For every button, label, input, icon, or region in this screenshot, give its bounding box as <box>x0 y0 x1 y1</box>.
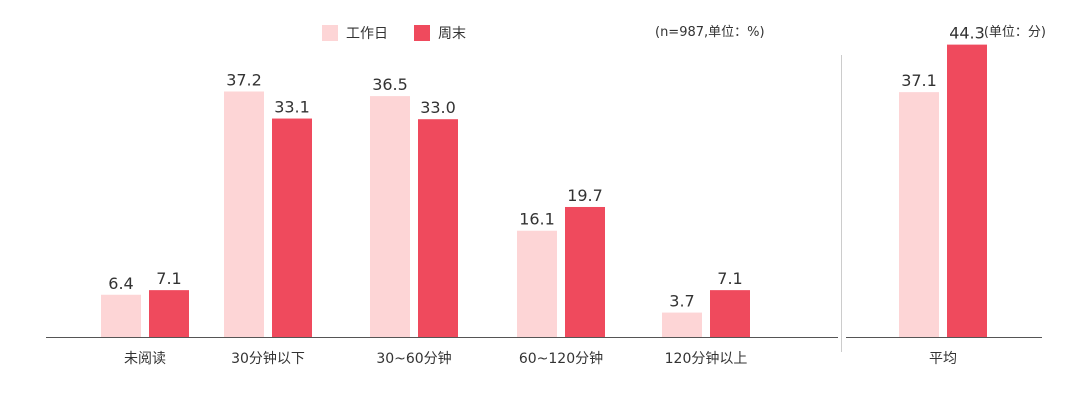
legend-label-weekend: 周末 <box>438 26 466 42</box>
reading-time-bar-workday-3 <box>517 230 557 337</box>
legend-item-workday: 工作日 <box>322 23 388 43</box>
average-value-label-weekend-0: 44.3 <box>949 24 985 43</box>
reading-time-value-label-workday-4: 3.7 <box>669 292 694 311</box>
reading-time-value-label-workday-1: 37.2 <box>226 70 262 89</box>
reading-time-bar-workday-1 <box>224 91 264 337</box>
reading-time-value-label-workday-0: 6.4 <box>108 274 133 293</box>
average-value-label-workday-0: 37.1 <box>901 71 937 90</box>
reading-time-category-label-0: 未阅读 <box>124 350 166 367</box>
unit-note-percent: (n=987,单位：%) <box>655 25 765 40</box>
reading-time-bar-workday-2 <box>370 96 410 337</box>
reading-time-value-label-weekend-1: 33.1 <box>274 98 310 117</box>
legend-item-weekend: 周末 <box>414 23 466 43</box>
reading-time-bar-weekend-3 <box>565 206 605 337</box>
reading-time-value-label-workday-3: 16.1 <box>519 210 555 229</box>
reading-time-category-label-3: 60~120分钟 <box>519 350 603 367</box>
category-labels-layer: 未阅读 30分钟以下 30~60分钟 60~120分钟 120分钟以上 平均 <box>124 350 957 367</box>
reading-time-bar-weekend-0 <box>149 290 189 337</box>
reading-time-bar-weekend-1 <box>272 118 312 337</box>
reading-time-bar-weekend-2 <box>418 119 458 337</box>
legend-swatch-weekend <box>414 25 430 41</box>
reading-time-category-label-4: 120分钟以上 <box>665 350 748 367</box>
reading-time-value-label-weekend-0: 7.1 <box>156 269 181 288</box>
reading-time-bar-weekend-4 <box>710 290 750 337</box>
value-labels-layer: 6.4 7.1 37.2 33.1 36.5 33.0 16.1 19.7 3.7 7.1 37.1… <box>108 24 985 311</box>
reading-time-bar-workday-0 <box>101 294 141 337</box>
reading-time-category-label-1: 30分钟以下 <box>231 350 305 367</box>
reading-time-value-label-weekend-2: 33.0 <box>420 98 456 117</box>
bars-layer <box>101 44 987 338</box>
reading-time-bar-workday-4 <box>662 312 702 337</box>
reading-time-value-label-weekend-4: 7.1 <box>717 269 742 288</box>
reading-time-value-label-weekend-3: 19.7 <box>567 186 603 205</box>
average-category-label-0: 平均 <box>929 351 957 367</box>
average-bar-workday-0 <box>899 92 939 337</box>
average-bar-weekend-0 <box>947 44 987 338</box>
legend-label-workday: 工作日 <box>346 26 388 42</box>
reading-time-category-label-2: 30~60分钟 <box>376 350 451 367</box>
legend-swatch-workday <box>322 25 338 41</box>
reading-time-value-label-workday-2: 36.5 <box>372 75 408 94</box>
legend: 工作日 周末 <box>322 22 492 44</box>
unit-note-minutes: (单位：分) <box>983 25 1046 40</box>
